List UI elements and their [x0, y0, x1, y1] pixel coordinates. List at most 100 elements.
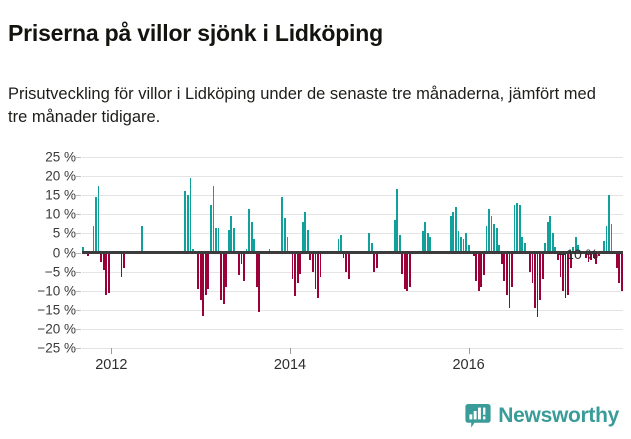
bar[interactable] — [255, 252, 258, 287]
bar[interactable] — [595, 252, 598, 264]
bar[interactable] — [618, 252, 621, 284]
bar[interactable] — [232, 227, 235, 253]
bar[interactable] — [105, 252, 108, 295]
bar[interactable] — [314, 252, 317, 289]
bar[interactable] — [291, 252, 294, 280]
newsworthy-logo[interactable]: Newsworthy — [465, 403, 619, 429]
bar[interactable] — [449, 216, 452, 253]
bar[interactable] — [401, 252, 404, 274]
bar[interactable] — [564, 252, 567, 299]
bar[interactable] — [549, 216, 552, 253]
bar[interactable] — [421, 231, 424, 253]
bar[interactable] — [340, 235, 342, 253]
bar[interactable] — [250, 221, 253, 253]
bar[interactable] — [602, 241, 605, 253]
bar[interactable] — [403, 252, 406, 289]
bar[interactable] — [472, 252, 475, 257]
bar[interactable] — [342, 252, 345, 259]
bar[interactable] — [485, 225, 488, 253]
bar[interactable] — [283, 218, 286, 253]
bar[interactable] — [222, 252, 225, 305]
bar[interactable] — [227, 229, 230, 253]
bar[interactable] — [567, 252, 570, 295]
bar[interactable] — [309, 252, 312, 261]
bar[interactable] — [477, 252, 480, 291]
bar[interactable] — [460, 237, 462, 253]
bar[interactable] — [590, 252, 592, 261]
bar[interactable] — [248, 208, 251, 253]
bar[interactable] — [141, 225, 143, 253]
bar[interactable] — [409, 252, 411, 287]
bar[interactable] — [368, 233, 370, 253]
bar[interactable] — [498, 244, 501, 253]
bar[interactable] — [462, 239, 465, 253]
bar[interactable] — [92, 225, 95, 253]
bar[interactable] — [523, 242, 526, 253]
bar[interactable] — [217, 227, 220, 253]
bar[interactable] — [240, 252, 243, 264]
bar[interactable] — [225, 252, 228, 287]
bar[interactable] — [312, 252, 314, 272]
bar[interactable] — [120, 252, 123, 278]
bar[interactable] — [281, 197, 284, 253]
bar[interactable] — [294, 252, 296, 297]
bar[interactable] — [304, 212, 307, 253]
bar[interactable] — [569, 252, 572, 268]
bar[interactable] — [528, 252, 531, 272]
bar[interactable] — [189, 178, 192, 253]
bar[interactable] — [518, 204, 521, 253]
bar[interactable] — [184, 191, 187, 253]
bar[interactable] — [426, 233, 429, 253]
bar[interactable] — [495, 227, 498, 253]
bar[interactable] — [559, 252, 562, 278]
bar[interactable] — [230, 216, 233, 253]
bar[interactable] — [319, 252, 322, 278]
bar[interactable] — [488, 208, 490, 253]
bar[interactable] — [299, 252, 302, 274]
bar[interactable] — [577, 244, 580, 253]
bar[interactable] — [429, 237, 432, 253]
bar[interactable] — [615, 252, 618, 268]
bar[interactable] — [207, 252, 210, 289]
bar[interactable] — [220, 252, 222, 301]
bar[interactable] — [406, 252, 409, 291]
bar[interactable] — [373, 252, 376, 272]
bar[interactable] — [546, 221, 549, 253]
bar[interactable] — [490, 216, 493, 253]
bar[interactable] — [199, 252, 202, 301]
bar[interactable] — [204, 252, 207, 295]
bar[interactable] — [454, 206, 457, 253]
bar[interactable] — [531, 252, 534, 284]
bar[interactable] — [95, 197, 97, 253]
bar[interactable] — [245, 248, 248, 253]
bar[interactable] — [503, 252, 506, 282]
bar[interactable] — [197, 252, 199, 289]
bar[interactable] — [554, 246, 557, 253]
bar[interactable] — [424, 221, 427, 253]
bar[interactable] — [585, 252, 587, 259]
bar[interactable] — [238, 252, 240, 276]
bar[interactable] — [82, 246, 85, 253]
bar[interactable] — [610, 223, 613, 253]
bar[interactable] — [102, 252, 105, 270]
bar[interactable] — [253, 239, 256, 253]
bar[interactable] — [187, 195, 189, 253]
bar[interactable] — [608, 195, 610, 253]
bar[interactable] — [306, 229, 309, 253]
bar[interactable] — [87, 252, 90, 257]
bar[interactable] — [317, 252, 319, 299]
bar[interactable] — [557, 252, 559, 261]
bar[interactable] — [268, 248, 271, 253]
bar[interactable] — [467, 244, 470, 253]
bar[interactable] — [393, 220, 396, 253]
bar[interactable] — [209, 204, 212, 253]
bar[interactable] — [212, 185, 215, 253]
bar[interactable] — [301, 221, 304, 253]
bar[interactable] — [597, 252, 600, 257]
bar[interactable] — [500, 252, 503, 264]
bar[interactable] — [541, 252, 544, 280]
bar[interactable] — [465, 233, 467, 253]
bar[interactable] — [574, 237, 577, 253]
bar[interactable] — [493, 223, 496, 253]
bar[interactable] — [100, 252, 103, 263]
